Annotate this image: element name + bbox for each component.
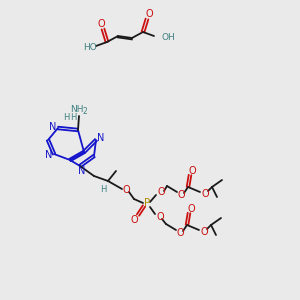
Text: O: O	[122, 185, 130, 195]
Text: O: O	[145, 9, 153, 19]
Text: O: O	[187, 204, 195, 214]
Text: N: N	[97, 133, 105, 143]
Text: O: O	[177, 190, 185, 200]
Text: H: H	[63, 113, 69, 122]
Text: H: H	[100, 184, 106, 194]
Text: OH: OH	[161, 32, 175, 41]
Text: O: O	[130, 215, 138, 225]
Text: HO: HO	[83, 43, 97, 52]
Text: O: O	[201, 189, 209, 199]
Text: O: O	[188, 166, 196, 176]
Text: NH: NH	[70, 104, 84, 113]
Text: P: P	[144, 198, 150, 208]
Text: O: O	[157, 187, 165, 197]
Text: N: N	[45, 150, 53, 160]
Text: 2: 2	[82, 106, 87, 116]
Text: H: H	[70, 113, 76, 122]
Text: N: N	[78, 166, 86, 176]
Text: O: O	[97, 19, 105, 29]
Text: O: O	[156, 212, 164, 222]
Text: N: N	[49, 122, 57, 132]
Text: O: O	[176, 228, 184, 238]
Text: O: O	[200, 227, 208, 237]
